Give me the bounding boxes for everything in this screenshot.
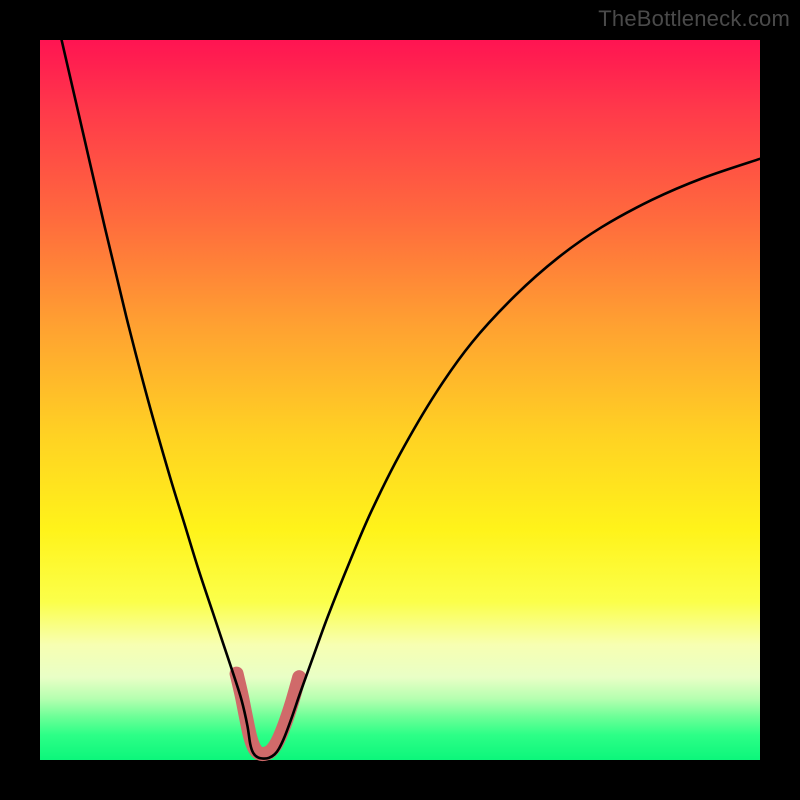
figure-root: TheBottleneck.com xyxy=(0,0,800,800)
bottleneck-chart xyxy=(0,0,800,800)
watermark-text: TheBottleneck.com xyxy=(598,6,790,32)
